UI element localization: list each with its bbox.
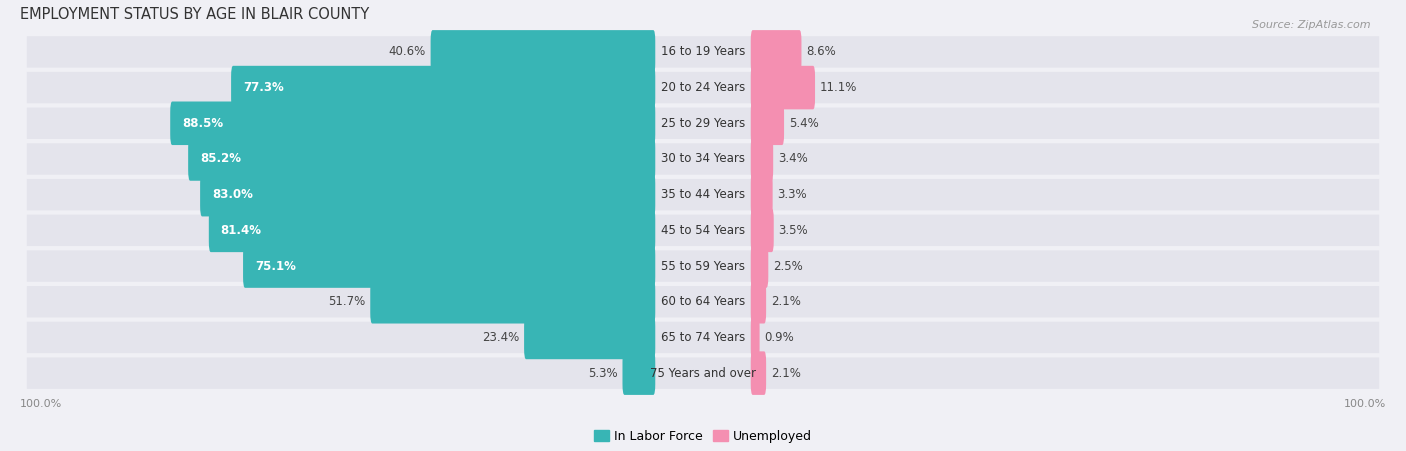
FancyBboxPatch shape: [27, 108, 1379, 139]
Text: 2.1%: 2.1%: [770, 295, 800, 308]
Text: 20 to 24 Years: 20 to 24 Years: [661, 81, 745, 94]
Text: 2.5%: 2.5%: [773, 260, 803, 272]
FancyBboxPatch shape: [751, 30, 801, 74]
FancyBboxPatch shape: [27, 215, 1379, 246]
FancyBboxPatch shape: [27, 286, 1379, 318]
FancyBboxPatch shape: [751, 66, 815, 109]
Text: 5.3%: 5.3%: [588, 367, 617, 380]
Text: 100.0%: 100.0%: [1344, 399, 1386, 409]
Text: EMPLOYMENT STATUS BY AGE IN BLAIR COUNTY: EMPLOYMENT STATUS BY AGE IN BLAIR COUNTY: [20, 7, 370, 22]
Text: 88.5%: 88.5%: [183, 117, 224, 130]
Text: 75.1%: 75.1%: [254, 260, 295, 272]
Text: 77.3%: 77.3%: [243, 81, 284, 94]
Text: Source: ZipAtlas.com: Source: ZipAtlas.com: [1253, 20, 1371, 30]
FancyBboxPatch shape: [751, 280, 766, 323]
FancyBboxPatch shape: [27, 179, 1379, 210]
Text: 51.7%: 51.7%: [329, 295, 366, 308]
FancyBboxPatch shape: [209, 208, 655, 252]
FancyBboxPatch shape: [751, 351, 766, 395]
Text: 65 to 74 Years: 65 to 74 Years: [661, 331, 745, 344]
FancyBboxPatch shape: [27, 250, 1379, 282]
FancyBboxPatch shape: [27, 143, 1379, 175]
FancyBboxPatch shape: [623, 351, 655, 395]
FancyBboxPatch shape: [524, 316, 655, 359]
FancyBboxPatch shape: [751, 208, 773, 252]
Text: 55 to 59 Years: 55 to 59 Years: [661, 260, 745, 272]
Text: 3.5%: 3.5%: [779, 224, 808, 237]
FancyBboxPatch shape: [27, 358, 1379, 389]
Text: 83.0%: 83.0%: [212, 188, 253, 201]
Text: 30 to 34 Years: 30 to 34 Years: [661, 152, 745, 166]
Text: 3.3%: 3.3%: [778, 188, 807, 201]
Text: 85.2%: 85.2%: [200, 152, 240, 166]
Text: 45 to 54 Years: 45 to 54 Years: [661, 224, 745, 237]
Text: 11.1%: 11.1%: [820, 81, 858, 94]
FancyBboxPatch shape: [751, 101, 785, 145]
FancyBboxPatch shape: [27, 72, 1379, 103]
FancyBboxPatch shape: [751, 244, 768, 288]
Text: 3.4%: 3.4%: [778, 152, 807, 166]
FancyBboxPatch shape: [430, 30, 655, 74]
FancyBboxPatch shape: [751, 173, 773, 216]
Text: 40.6%: 40.6%: [388, 46, 426, 58]
Text: 100.0%: 100.0%: [20, 399, 62, 409]
FancyBboxPatch shape: [27, 322, 1379, 353]
FancyBboxPatch shape: [27, 36, 1379, 68]
FancyBboxPatch shape: [231, 66, 655, 109]
Text: 75 Years and over: 75 Years and over: [650, 367, 756, 380]
Text: 0.9%: 0.9%: [765, 331, 794, 344]
FancyBboxPatch shape: [751, 137, 773, 181]
Text: 8.6%: 8.6%: [806, 46, 835, 58]
Legend: In Labor Force, Unemployed: In Labor Force, Unemployed: [589, 425, 817, 448]
FancyBboxPatch shape: [751, 316, 759, 359]
Text: 5.4%: 5.4%: [789, 117, 818, 130]
FancyBboxPatch shape: [200, 173, 655, 216]
Text: 60 to 64 Years: 60 to 64 Years: [661, 295, 745, 308]
Text: 35 to 44 Years: 35 to 44 Years: [661, 188, 745, 201]
Text: 2.1%: 2.1%: [770, 367, 800, 380]
Text: 25 to 29 Years: 25 to 29 Years: [661, 117, 745, 130]
FancyBboxPatch shape: [188, 137, 655, 181]
Text: 16 to 19 Years: 16 to 19 Years: [661, 46, 745, 58]
FancyBboxPatch shape: [243, 244, 655, 288]
Text: 23.4%: 23.4%: [482, 331, 519, 344]
FancyBboxPatch shape: [170, 101, 655, 145]
FancyBboxPatch shape: [370, 280, 655, 323]
Text: 81.4%: 81.4%: [221, 224, 262, 237]
